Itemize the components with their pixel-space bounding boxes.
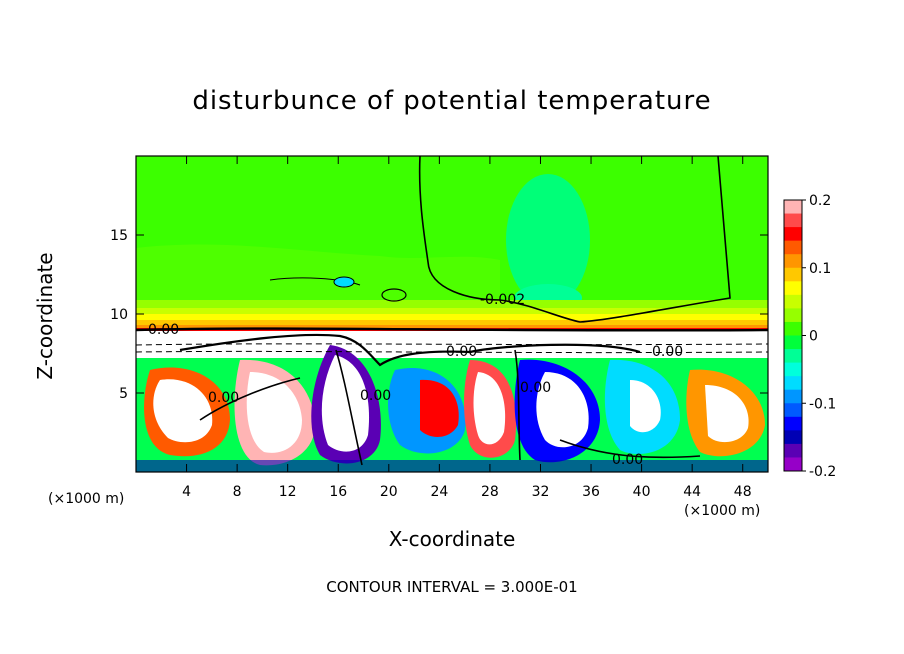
colorbar-segment: [784, 335, 802, 350]
colorbar-segment: [784, 430, 802, 445]
x-tick-label: 4: [182, 484, 191, 500]
plot-field: [136, 156, 768, 472]
colorbar-segment: [784, 254, 802, 269]
colorbar-segment: [784, 457, 802, 472]
x-tick-label: 8: [233, 484, 242, 500]
contour-line-5: [514, 349, 521, 461]
x-tick-label: 36: [582, 484, 600, 500]
y-tick-label: 15: [110, 228, 128, 244]
contour-line-1: [418, 156, 731, 323]
colorbar-tick-label: 0.2: [809, 193, 831, 209]
colorbar-segment: [784, 389, 802, 404]
convective-cell-4-warm: [420, 379, 459, 437]
y-axis-ticks: 5 10 15: [110, 228, 768, 402]
colorbar-segment: [784, 349, 802, 364]
warm-band-1: [136, 300, 768, 310]
cool-plume-region: [506, 174, 590, 306]
contour-label: -0.002: [480, 292, 525, 308]
contour-line-8: [381, 288, 407, 302]
x-tick-label: 28: [481, 484, 499, 500]
contour-label: 0.00: [446, 344, 477, 360]
x-tick-label: 44: [683, 484, 701, 500]
colorbar-segment: [784, 227, 802, 242]
contour-labels: 0.00 -0.002 0.00 0.00 0.00 0.00 0.00 0.0…: [148, 292, 683, 468]
x-axis-ticks: 4 8 12 16 20 24 28 32 36 40 44 48: [182, 156, 752, 500]
contour-label: 0.00: [520, 380, 551, 396]
colorbar-segment: [784, 281, 802, 296]
x-tick-label: 48: [734, 484, 752, 500]
contour-line-9: [333, 276, 355, 288]
surface-band: [136, 460, 768, 472]
x-tick-label: 16: [329, 484, 347, 500]
convective-cell-7-core: [630, 380, 661, 433]
colorbar: 0.2 0.1 0 -0.1 -0.2: [783, 193, 836, 480]
convective-cell-2-core: [246, 372, 302, 453]
warm-band-2: [136, 308, 768, 316]
colorbar-segment: [784, 200, 802, 215]
contour-label: 0.00: [208, 390, 239, 406]
colorbar-segment: [784, 213, 802, 228]
chart-title: disturbunce of potential temperature: [192, 86, 712, 116]
colorbar-segment: [784, 294, 802, 309]
convective-cell-8-core: [705, 385, 749, 443]
x-tick-label: 40: [633, 484, 651, 500]
convective-cell-1-core: [153, 379, 213, 443]
contour-label: 0.00: [360, 388, 391, 404]
y-axis-unit: (×1000 m): [48, 491, 125, 507]
contour-line-2: [179, 333, 641, 367]
colorbar-segment: [784, 403, 802, 418]
warm-band-5: [136, 325, 768, 329]
convective-cell-3-core: [321, 355, 370, 452]
x-tick-label: 12: [279, 484, 297, 500]
contour-line-3: [199, 377, 301, 421]
colorbar-segment: [784, 416, 802, 431]
x-tick-label: 24: [430, 484, 448, 500]
colorbar-segment: [784, 321, 802, 336]
warm-band-3: [136, 314, 768, 322]
colorbar-tick-label: -0.2: [809, 464, 836, 480]
contour-line-tropopause: [136, 327, 768, 332]
colorbar-segment: [784, 376, 802, 391]
warm-band-4: [136, 320, 768, 326]
x-tick-label: 20: [380, 484, 398, 500]
contour-label: 0.00: [148, 322, 179, 338]
warm-band-upper: [136, 244, 500, 300]
colorbar-segment: [784, 267, 802, 282]
contour-line-dashed-1: [136, 343, 768, 346]
saturated-region: [136, 331, 768, 361]
colorbar-tick-label: 0.1: [809, 261, 831, 277]
colorbar-tick-label: -0.1: [809, 396, 836, 412]
colorbar-segment: [784, 240, 802, 255]
contour-label: 0.00: [612, 452, 643, 468]
contour-line-4: [335, 349, 363, 466]
colorbar-segment: [784, 308, 802, 323]
colorbar-segment: [784, 443, 802, 458]
y-tick-label: 5: [119, 386, 128, 402]
colorbar-tick-label: 0: [809, 329, 818, 345]
convective-cell-5-core: [473, 372, 506, 445]
y-tick-label: 10: [110, 307, 128, 323]
contour-line-6: [559, 439, 701, 459]
contour-label: 0.00: [652, 344, 683, 360]
x-axis-unit: (×1000 m): [684, 503, 761, 519]
contour-interval-note: CONTOUR INTERVAL = 3.000E-01: [326, 578, 578, 596]
x-tick-label: 32: [532, 484, 550, 500]
x-axis-label: X-coordinate: [388, 527, 516, 551]
contour-line-dashed-2: [136, 350, 768, 354]
convective-cell-6-core: [536, 372, 589, 448]
colorbar-segment: [784, 362, 802, 377]
